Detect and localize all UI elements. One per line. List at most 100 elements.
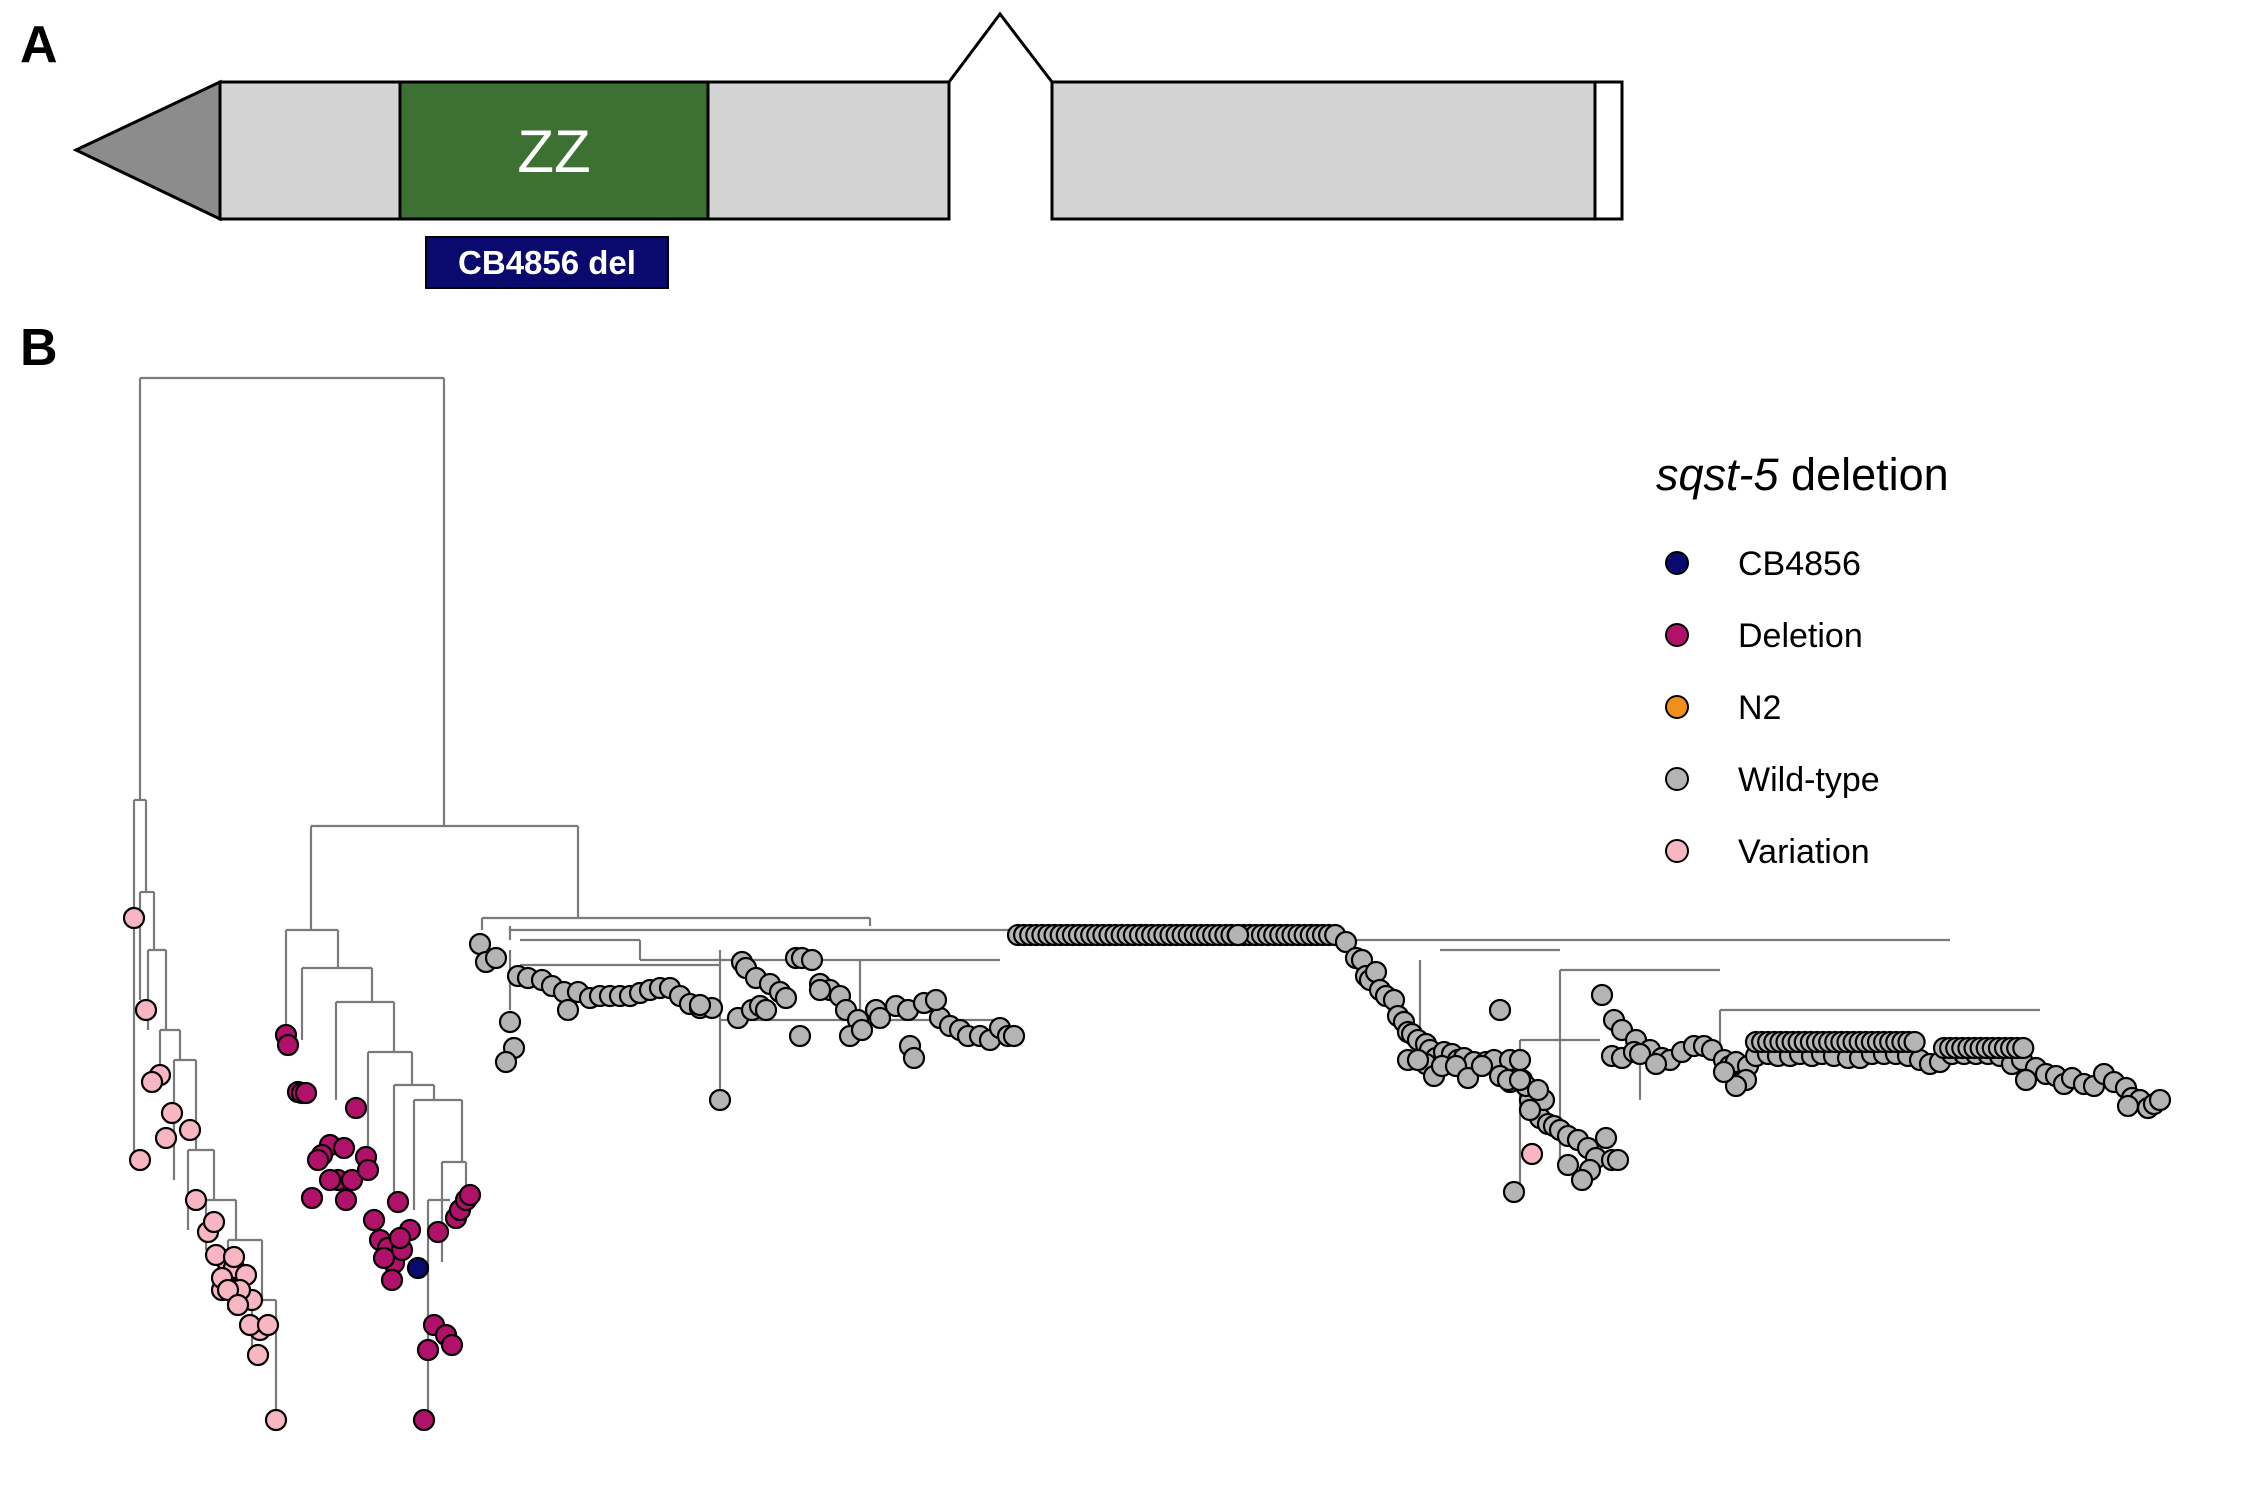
tree-tip [334,1188,358,1212]
tree-tip [372,1246,396,1270]
tree-tip [204,1243,228,1267]
tree-tip [754,998,778,1022]
intron [947,11,1054,83]
tree-tip [1628,1042,1652,1066]
tree-tip [1508,1048,1532,1072]
tree-tip [850,1018,874,1042]
tree-tip [1488,998,1512,1022]
tree-tip [154,1126,178,1150]
legend-items: CB4856 Deletion N2 Wild-type Variation [1665,545,1880,871]
tree-tip [406,1256,430,1280]
tree-tip [2012,1036,2035,1060]
legend-label: CB4856 [1738,545,1861,583]
tree-tip [122,906,146,930]
tree-tip [1903,1030,1926,1054]
tree-tip [412,1408,436,1432]
tree-tip [306,1148,330,1172]
tree-tip [340,1168,364,1192]
tree-tip [202,1210,226,1234]
tree-tip [1594,1126,1618,1150]
tree-tip [256,1313,280,1337]
legend-swatch [1665,551,1689,575]
tree-tip [2116,1094,2140,1118]
tree-tip [1526,1078,1550,1102]
tree-tip [134,998,158,1022]
tree-tip [344,1096,368,1120]
tree-tip [1406,1048,1430,1072]
tree-tip [1606,1148,1630,1172]
legend-label: Deletion [1738,617,1863,655]
deletion-box [425,236,669,289]
tree-tip [362,1208,386,1232]
legend-swatch [1665,767,1689,791]
tree-tip [1724,1074,1748,1098]
legend-title: sqst-5 deletion [1656,449,1949,500]
legend-title-gene: sqst-5 [1656,449,1780,500]
tree-tip [246,1343,270,1367]
tree-tip [178,1118,202,1142]
tree-tip [2148,1088,2172,1112]
tree-tip [1570,1168,1594,1192]
tree-tip [300,1186,324,1210]
tree-tip [216,1278,240,1302]
tree-tip [924,988,948,1012]
tree-tip [484,946,508,970]
tree-tip [902,1046,926,1070]
zz-domain-label: ZZ [517,118,590,185]
panel-a-label: A [20,16,58,74]
legend-swatch [1665,695,1689,719]
tree-tip [2014,1068,2038,1092]
tree-tip [1520,1142,1544,1166]
tree-tip [222,1245,246,1269]
tree-tip [868,1006,892,1030]
tree-tip [1508,1068,1532,1092]
tree-tip [788,1024,812,1048]
tree-tip [388,1226,412,1250]
tree-tip [440,1333,464,1357]
tree-tip [708,1088,732,1112]
tree-tip [276,1033,300,1057]
zz-domain [398,80,710,221]
utr-3prime [1593,80,1624,221]
panel-b-label: B [20,319,58,377]
legend-label: Variation [1738,833,1870,871]
tree-tip [128,1148,152,1172]
legend: sqst-5 deletion CB4856 Deletion N2 Wild-typ… [1656,449,1949,871]
tree-tip [1644,1052,1668,1076]
tree-tip [140,1070,164,1094]
tree-tip [458,1183,482,1207]
exon-2 [1050,80,1597,221]
tree-tip [332,1136,356,1160]
tree-tip [160,1101,184,1125]
tree-tip [318,1168,342,1192]
tree-tip [1590,983,1614,1007]
tree-tip [1556,1153,1580,1177]
legend-label: Wild-type [1738,761,1880,799]
legend-swatch [1665,623,1689,647]
tree-tip [800,948,824,972]
utr-triangle [72,79,222,222]
tree-tip [380,1268,404,1292]
tree-tip [494,1050,518,1074]
tree-tip [1502,1180,1526,1204]
tree-tip [294,1081,318,1105]
tree-tip [356,1158,380,1182]
tree-tip [184,1188,208,1212]
legend-label: N2 [1738,689,1781,727]
tree-tip [1334,930,1358,954]
tree-tip [1518,1098,1542,1122]
tree-tip [688,993,712,1017]
tree-tip [1712,1060,1736,1084]
tree-tips [122,906,2172,1432]
tree-tip [556,998,580,1022]
legend-swatch [1665,839,1689,863]
tree-tip [1456,1066,1480,1090]
tree-tip [774,986,798,1010]
deletion-label: CB4856 del [458,244,636,281]
tree-tip [264,1408,288,1432]
tree-tip [226,1293,250,1317]
tree-tip [498,1010,522,1034]
tree-tip [416,1338,440,1362]
